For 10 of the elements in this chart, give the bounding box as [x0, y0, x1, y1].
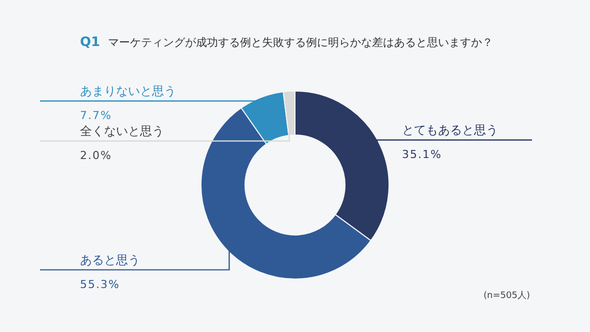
chart-title: Q1 マーケティングが成功する例と失敗する例に明らかな差はあると思いますか？ [80, 35, 494, 50]
data-label: 55.3% [80, 278, 120, 291]
slice-label: 全くないと思う [80, 124, 164, 138]
data-label: 35.1% [402, 148, 442, 161]
slice-label: とてもあると思う [402, 122, 498, 137]
data-label: 2.0% [80, 149, 112, 162]
slice-label: あると思う [80, 252, 140, 267]
data-label: 7.7% [80, 109, 112, 122]
text: (n=505人) [484, 290, 530, 301]
slice-label: あまりないと思う [80, 84, 176, 98]
